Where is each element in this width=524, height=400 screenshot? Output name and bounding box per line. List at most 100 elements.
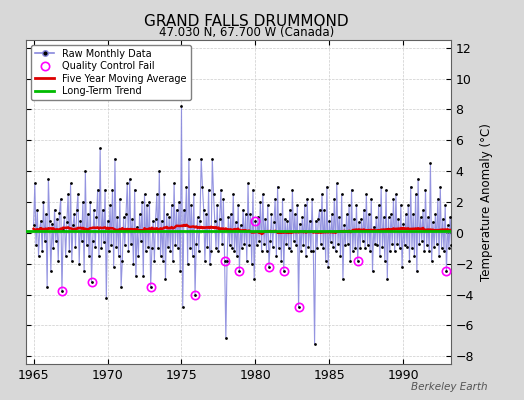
Point — [84, 211, 92, 218]
Point — [325, 217, 334, 224]
Point — [170, 180, 178, 187]
Point — [39, 199, 48, 205]
Point — [29, 222, 38, 228]
Point — [53, 216, 61, 222]
Point — [452, 240, 461, 247]
Point — [367, 196, 376, 202]
Point — [112, 244, 121, 250]
Point — [200, 206, 208, 213]
Point — [180, 206, 188, 213]
Point — [430, 244, 438, 250]
Point — [186, 245, 194, 252]
Point — [266, 237, 275, 244]
Point — [322, 258, 330, 264]
Point — [105, 248, 113, 254]
Point — [392, 191, 400, 198]
Point — [158, 217, 166, 224]
Point — [116, 196, 124, 202]
Point — [43, 284, 51, 290]
Point — [319, 245, 328, 252]
Point — [264, 202, 272, 208]
Point — [451, 191, 459, 198]
Point — [411, 191, 420, 198]
Point — [434, 196, 442, 202]
Point — [147, 284, 155, 290]
Point — [426, 160, 434, 167]
Point — [410, 253, 419, 259]
Point — [389, 196, 398, 202]
Point — [263, 248, 271, 254]
Point — [75, 260, 83, 267]
Point — [229, 191, 237, 198]
Point — [213, 202, 222, 208]
Point — [132, 273, 140, 279]
Point — [124, 248, 133, 254]
Point — [429, 219, 437, 225]
Point — [301, 202, 309, 208]
Point — [288, 186, 297, 193]
Point — [303, 196, 311, 202]
Point — [419, 206, 427, 213]
Point — [440, 248, 448, 254]
Point — [383, 276, 391, 282]
Point — [456, 186, 464, 193]
Point — [202, 211, 210, 218]
Point — [68, 258, 76, 264]
Point — [271, 196, 279, 202]
Point — [97, 245, 105, 252]
Point — [159, 258, 167, 264]
Point — [175, 199, 183, 205]
Point — [447, 242, 455, 248]
Point — [184, 156, 193, 162]
Point — [86, 199, 94, 205]
Point — [161, 276, 170, 282]
Point — [70, 211, 79, 218]
Point — [396, 245, 404, 252]
Point — [401, 211, 410, 218]
Point — [134, 253, 143, 259]
Point — [64, 191, 72, 198]
Point — [397, 202, 405, 208]
Point — [278, 196, 287, 202]
Point — [441, 202, 450, 208]
Point — [51, 237, 60, 244]
Point — [357, 216, 366, 222]
Point — [420, 248, 429, 254]
Point — [294, 304, 303, 310]
Point — [143, 202, 151, 208]
Point — [260, 240, 268, 247]
Point — [141, 248, 150, 254]
Point — [85, 253, 93, 259]
Point — [215, 216, 224, 222]
Point — [404, 202, 412, 208]
Point — [201, 258, 209, 264]
Point — [49, 245, 58, 252]
Point — [242, 211, 250, 218]
Point — [414, 176, 422, 182]
Point — [298, 214, 307, 221]
Point — [144, 244, 152, 250]
Point — [163, 244, 172, 250]
Point — [222, 334, 230, 341]
Point — [405, 258, 413, 264]
Point — [81, 168, 90, 174]
Point — [358, 237, 367, 244]
Point — [350, 216, 358, 222]
Point — [204, 186, 213, 193]
Point — [37, 217, 45, 224]
Point — [56, 210, 64, 216]
Point — [270, 219, 278, 225]
Point — [442, 268, 451, 275]
Point — [355, 219, 363, 225]
Point — [257, 248, 266, 254]
Point — [438, 245, 446, 252]
Point — [169, 258, 177, 264]
Point — [63, 219, 71, 225]
Point — [251, 217, 259, 224]
Point — [259, 191, 267, 198]
Point — [168, 202, 176, 208]
Point — [277, 258, 286, 264]
Point — [366, 248, 374, 254]
Point — [436, 183, 444, 190]
Point — [194, 248, 203, 254]
